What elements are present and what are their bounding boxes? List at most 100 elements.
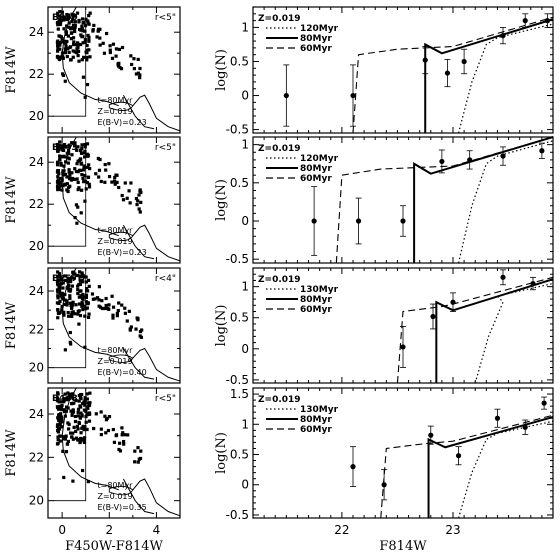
- y-tick-label: 0.5: [230, 54, 249, 68]
- x-tick-label: 2: [105, 523, 113, 537]
- star-point: [75, 148, 79, 152]
- star-point: [78, 148, 83, 153]
- star-point: [57, 57, 62, 62]
- star-point: [80, 392, 84, 397]
- cluster-label: B257D: [52, 274, 85, 284]
- star-point: [76, 288, 80, 292]
- model-note: Z=0.019: [98, 107, 133, 116]
- star-point: [56, 290, 60, 294]
- y-tick-label: 1: [241, 20, 249, 34]
- star-point: [63, 274, 67, 278]
- star-point: [85, 405, 89, 409]
- star-point: [71, 303, 75, 307]
- star-point: [63, 292, 67, 297]
- isochrone-loop: [108, 354, 134, 363]
- star-point: [73, 20, 77, 24]
- star-point: [72, 270, 76, 274]
- star-point: [117, 185, 121, 190]
- lf-panel-frame: [252, 6, 554, 134]
- star-point: [58, 276, 63, 280]
- star-point: [56, 41, 61, 45]
- star-point: [80, 143, 84, 147]
- star-point: [66, 186, 71, 190]
- y-tick-label: 20: [29, 239, 44, 253]
- star-point: [78, 313, 83, 318]
- star-point: [59, 281, 63, 286]
- model-note: E(B-V)=0.23: [98, 248, 147, 257]
- data-point: [283, 92, 289, 99]
- star-point: [76, 205, 80, 209]
- data-point: [444, 70, 451, 76]
- star-point: [84, 295, 89, 299]
- star-point: [105, 416, 109, 421]
- star-point: [84, 275, 88, 279]
- star-point: [82, 436, 87, 440]
- star-point: [88, 11, 92, 15]
- star-point: [70, 171, 74, 175]
- star-point: [83, 155, 87, 159]
- star-point: [69, 58, 73, 62]
- star-point: [76, 44, 80, 48]
- star-point: [60, 420, 64, 424]
- star-point: [111, 42, 116, 46]
- star-point: [84, 50, 88, 54]
- star-point: [118, 449, 123, 453]
- y-tick-label: 20: [29, 494, 44, 508]
- star-point: [120, 426, 124, 430]
- star-point: [133, 449, 137, 453]
- star-point: [70, 153, 74, 157]
- star-point: [88, 401, 92, 405]
- star-point: [56, 294, 60, 298]
- star-point: [64, 405, 69, 409]
- star-point: [75, 177, 79, 181]
- star-point: [69, 178, 74, 182]
- star-point: [138, 76, 142, 80]
- star-point: [82, 55, 86, 59]
- star-point: [82, 440, 87, 444]
- star-point: [116, 308, 120, 313]
- model-note: E(B-V)=0.40: [98, 368, 147, 377]
- y-tick-label: 22: [29, 322, 44, 336]
- star-point: [67, 21, 71, 25]
- star-point: [138, 456, 143, 461]
- star-point: [68, 330, 72, 335]
- star-point: [63, 302, 67, 306]
- model-80myr-line: [427, 416, 554, 518]
- star-point: [108, 50, 112, 55]
- y-tick-label: 24: [29, 25, 44, 39]
- cluster-label: B043: [52, 143, 78, 153]
- star-point: [62, 408, 66, 412]
- star-point: [91, 297, 95, 301]
- radius-label: r<4": [155, 274, 176, 284]
- star-point: [56, 11, 60, 15]
- star-point: [86, 175, 90, 179]
- star-point: [63, 348, 67, 352]
- star-point: [120, 303, 124, 307]
- star-point: [75, 51, 79, 55]
- legend-label: 120Myr: [300, 154, 339, 164]
- star-point: [100, 306, 104, 311]
- x-tick-label: 0: [58, 523, 66, 537]
- star-point: [133, 460, 137, 464]
- y-tick-label: -0.5: [226, 252, 249, 266]
- star-point: [63, 48, 68, 52]
- star-point: [107, 415, 112, 419]
- star-point: [80, 426, 84, 430]
- star-point: [60, 417, 64, 421]
- star-point: [74, 42, 78, 47]
- star-point: [103, 414, 107, 418]
- star-point: [60, 425, 64, 429]
- star-point: [60, 403, 64, 408]
- lf-panel-frame: [252, 387, 554, 519]
- x-tick-label: 23: [445, 523, 460, 537]
- star-point: [64, 145, 68, 149]
- star-point: [104, 431, 108, 435]
- cmd-panel-frame: [47, 6, 181, 134]
- y-tick-label: -0.5: [226, 123, 249, 137]
- star-point: [99, 432, 103, 437]
- y-tick-label: 0: [241, 89, 249, 103]
- star-point: [67, 144, 71, 148]
- star-point: [84, 293, 89, 297]
- star-point: [79, 289, 83, 293]
- star-point: [62, 400, 66, 404]
